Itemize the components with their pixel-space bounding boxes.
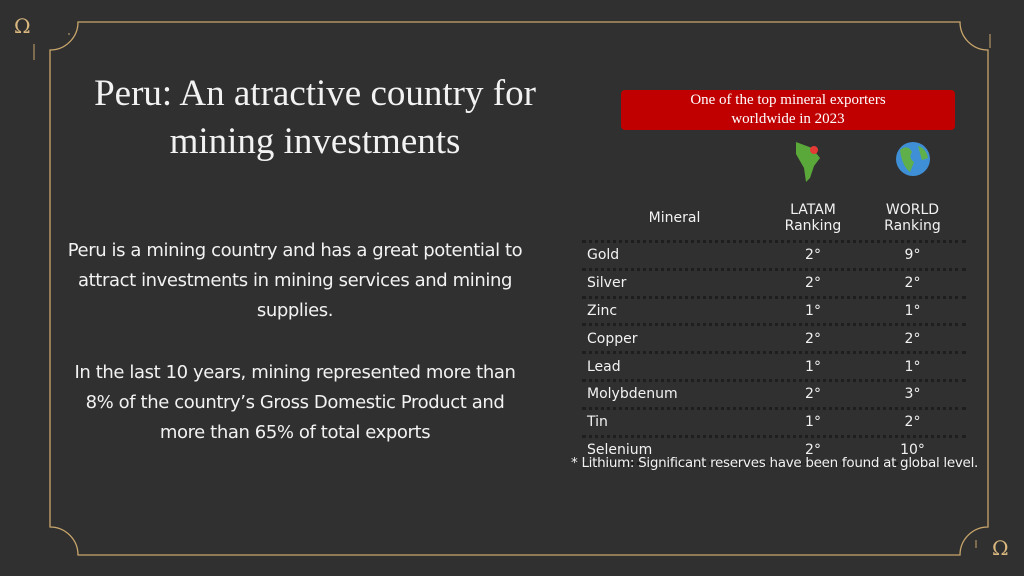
table-cell: 2° — [904, 330, 921, 347]
table-cell: 1° — [805, 358, 821, 375]
table-cell: 2° — [904, 414, 921, 431]
table-row: Molybdenum 2° 3° — [582, 382, 966, 410]
table-cell: 1° — [904, 302, 921, 319]
table-row: Lead 1° 1° — [582, 354, 966, 382]
table-row: Copper 2° 2° — [582, 326, 966, 355]
table-cell: 1° — [805, 302, 821, 319]
table-cell: Silver — [587, 275, 627, 292]
header-cell: WORLD Ranking — [884, 201, 941, 234]
table-cell: 2° — [805, 275, 821, 292]
ornament: Ω — [992, 536, 1009, 560]
table-cell: Tin — [587, 414, 608, 431]
table-cell: 3° — [904, 386, 921, 403]
table-body: Gold 2° 9° Silver 2° 2° Zinc 1° 1° Copper 2° 2° Lead… — [582, 243, 966, 466]
table-cell: Lead — [587, 358, 621, 375]
globe-icon — [896, 142, 930, 176]
table-row: Gold 2° 9° — [582, 243, 966, 271]
table-row: Zinc 1° 1° — [582, 299, 966, 327]
table-cell: Zinc — [587, 302, 618, 319]
paragraph: Peru is a mining country and has a great… — [67, 240, 523, 321]
table-cell: 2° — [805, 386, 821, 403]
header-row: Mineral LATAM Ranking WORLD Ranking — [582, 195, 966, 243]
table-cell: 2° — [805, 441, 821, 458]
table-cell: Copper — [587, 330, 638, 347]
table-cell: 2° — [805, 247, 821, 264]
header-cell: LATAM Ranking — [784, 201, 842, 234]
badge: One of the top mineral exporters worldwi… — [621, 90, 955, 130]
corner-line — [33, 33, 991, 548]
table-row: Selenium 2° 10° — [582, 438, 966, 466]
table-cell: 1° — [805, 414, 821, 431]
border — [49, 21, 989, 556]
table-row: Silver 2° 2° — [582, 271, 966, 299]
table-cell: Molybdenum — [587, 386, 678, 403]
title: Peru: An atractive country for mining in… — [94, 73, 536, 162]
table-cell: 9° — [904, 247, 921, 264]
table-cell: 2° — [904, 275, 921, 292]
header-cell: Mineral — [648, 209, 701, 226]
footnote: * Lithium: Significant reserves have bee… — [571, 455, 979, 471]
table-cell: 10° — [900, 441, 925, 458]
table-cell: Gold — [587, 247, 620, 264]
table-cell: 1° — [904, 358, 921, 375]
paragraph: In the last 10 years, mining represented… — [74, 362, 516, 443]
table-row: Tin 1° 2° — [582, 410, 966, 438]
ornament: Ω — [14, 14, 31, 38]
latam-icon — [796, 142, 820, 182]
ranking-table: Mineral LATAM Ranking WORLD Ranking Gold… — [582, 195, 966, 466]
table-cell: Selenium — [587, 441, 653, 458]
table-cell: 2° — [805, 330, 821, 347]
